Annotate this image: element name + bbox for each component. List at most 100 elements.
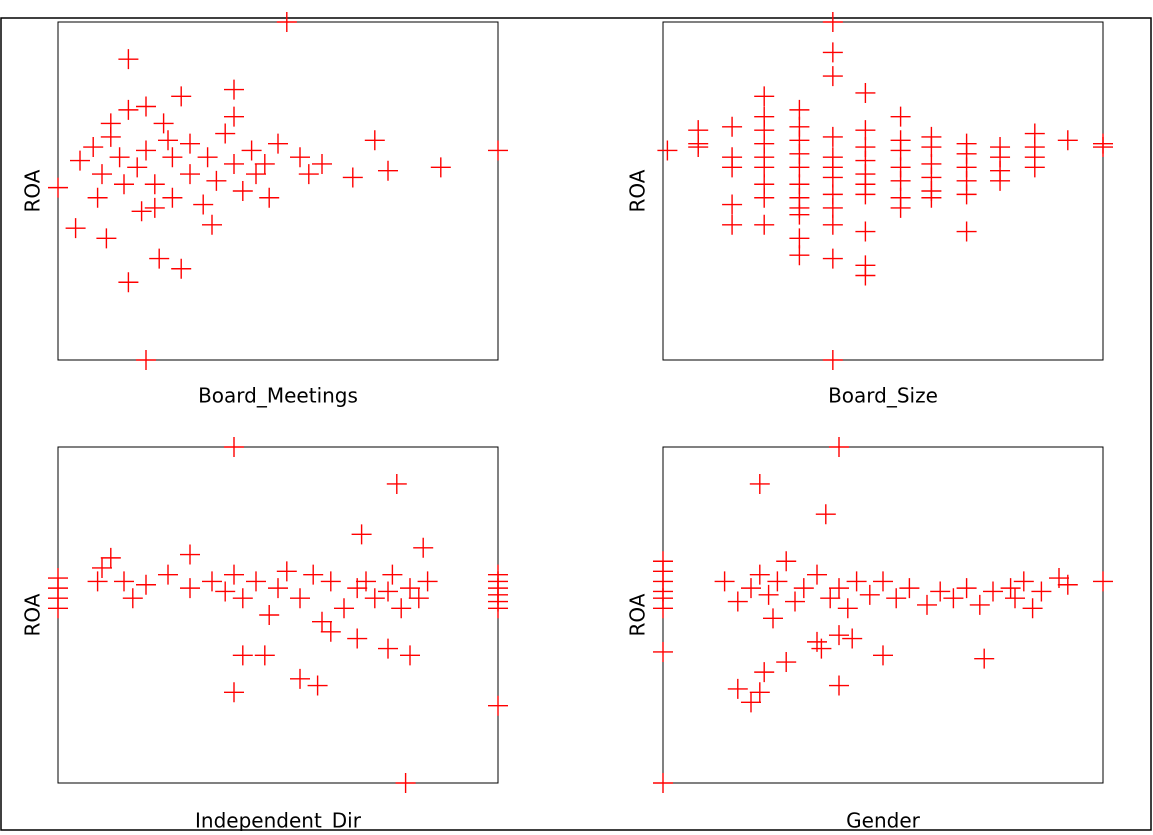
point	[246, 164, 266, 185]
point	[789, 99, 810, 120]
point	[1031, 581, 1052, 602]
point	[96, 228, 117, 249]
point	[776, 551, 797, 572]
point	[48, 568, 68, 589]
point	[118, 49, 139, 70]
point	[822, 248, 843, 269]
x-axis-label: Board_Meetings	[198, 384, 358, 408]
point	[395, 773, 416, 793]
point	[930, 581, 951, 602]
point	[342, 167, 363, 188]
point	[754, 86, 775, 107]
point	[364, 588, 385, 609]
point	[890, 197, 911, 218]
point	[224, 153, 244, 174]
point	[1093, 571, 1113, 592]
point	[754, 214, 775, 235]
point	[70, 150, 90, 171]
point	[855, 120, 876, 141]
point	[144, 174, 165, 195]
point	[789, 157, 810, 178]
point	[842, 628, 863, 649]
point	[789, 204, 810, 225]
point	[378, 638, 398, 659]
point	[749, 473, 770, 494]
point	[149, 248, 170, 269]
x-axis-label: Independent_Dir	[195, 809, 362, 832]
point	[749, 564, 770, 585]
point	[789, 245, 810, 266]
point	[855, 221, 876, 242]
point	[811, 638, 832, 659]
point	[722, 116, 743, 137]
point	[144, 197, 165, 218]
point	[391, 598, 412, 619]
point	[224, 682, 244, 703]
point	[347, 628, 368, 649]
point	[822, 42, 843, 63]
point	[254, 153, 275, 174]
point	[206, 170, 227, 191]
point	[1057, 574, 1078, 595]
point	[653, 551, 673, 572]
point	[657, 140, 678, 161]
point	[92, 164, 112, 185]
point	[722, 214, 743, 235]
point	[990, 170, 1011, 191]
point	[886, 588, 907, 609]
point	[943, 588, 964, 609]
point	[180, 164, 200, 185]
point	[180, 133, 200, 154]
point	[829, 578, 849, 599]
point	[303, 564, 324, 585]
point	[268, 578, 288, 599]
figure-border	[0, 17, 1152, 831]
point	[312, 153, 332, 174]
point	[298, 164, 319, 185]
point	[290, 147, 310, 168]
point	[807, 564, 827, 585]
point	[488, 695, 508, 716]
point	[259, 605, 280, 625]
point	[855, 184, 876, 205]
point	[100, 113, 121, 134]
x-axis-label: Gender	[846, 809, 920, 832]
point	[417, 571, 438, 592]
point	[890, 170, 911, 191]
point	[855, 82, 876, 103]
point	[754, 662, 775, 683]
point	[87, 187, 108, 208]
point	[400, 578, 420, 599]
point	[276, 561, 297, 582]
y-axis-label: ROA	[21, 169, 45, 212]
plot-frame	[662, 21, 1104, 361]
point	[351, 524, 372, 545]
point	[727, 678, 748, 699]
point	[758, 584, 779, 605]
point	[136, 96, 156, 117]
point	[956, 184, 977, 205]
point	[171, 86, 192, 107]
point	[488, 140, 508, 161]
point	[767, 571, 788, 592]
point	[741, 692, 761, 713]
point	[334, 598, 354, 619]
point	[254, 645, 275, 666]
point	[400, 645, 420, 666]
point	[789, 228, 810, 249]
point	[193, 194, 214, 215]
point	[741, 578, 761, 599]
point	[378, 160, 398, 181]
point	[307, 675, 328, 696]
point	[241, 140, 262, 161]
plot-frame	[662, 446, 1104, 784]
point	[162, 187, 183, 208]
point	[859, 584, 880, 605]
point	[956, 578, 977, 599]
point	[956, 221, 977, 242]
point	[969, 594, 990, 615]
y-axis-label: ROA	[626, 169, 650, 212]
point	[136, 350, 156, 370]
point	[873, 571, 893, 592]
point	[153, 113, 174, 134]
